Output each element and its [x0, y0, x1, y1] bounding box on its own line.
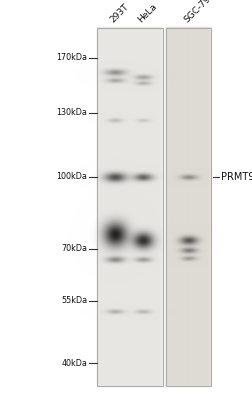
- Text: 55kDa: 55kDa: [61, 296, 87, 305]
- Text: 100kDa: 100kDa: [56, 172, 87, 181]
- Text: HeLa: HeLa: [136, 2, 159, 24]
- Text: PRMT9: PRMT9: [220, 172, 252, 182]
- Text: 170kDa: 170kDa: [56, 54, 87, 62]
- Text: SGC-7901: SGC-7901: [181, 0, 219, 24]
- Text: 40kDa: 40kDa: [61, 359, 87, 368]
- Text: 293T: 293T: [108, 2, 131, 24]
- Text: 70kDa: 70kDa: [61, 244, 87, 253]
- Bar: [166, 28, 210, 386]
- Text: 130kDa: 130kDa: [56, 108, 87, 117]
- Bar: [97, 28, 163, 386]
